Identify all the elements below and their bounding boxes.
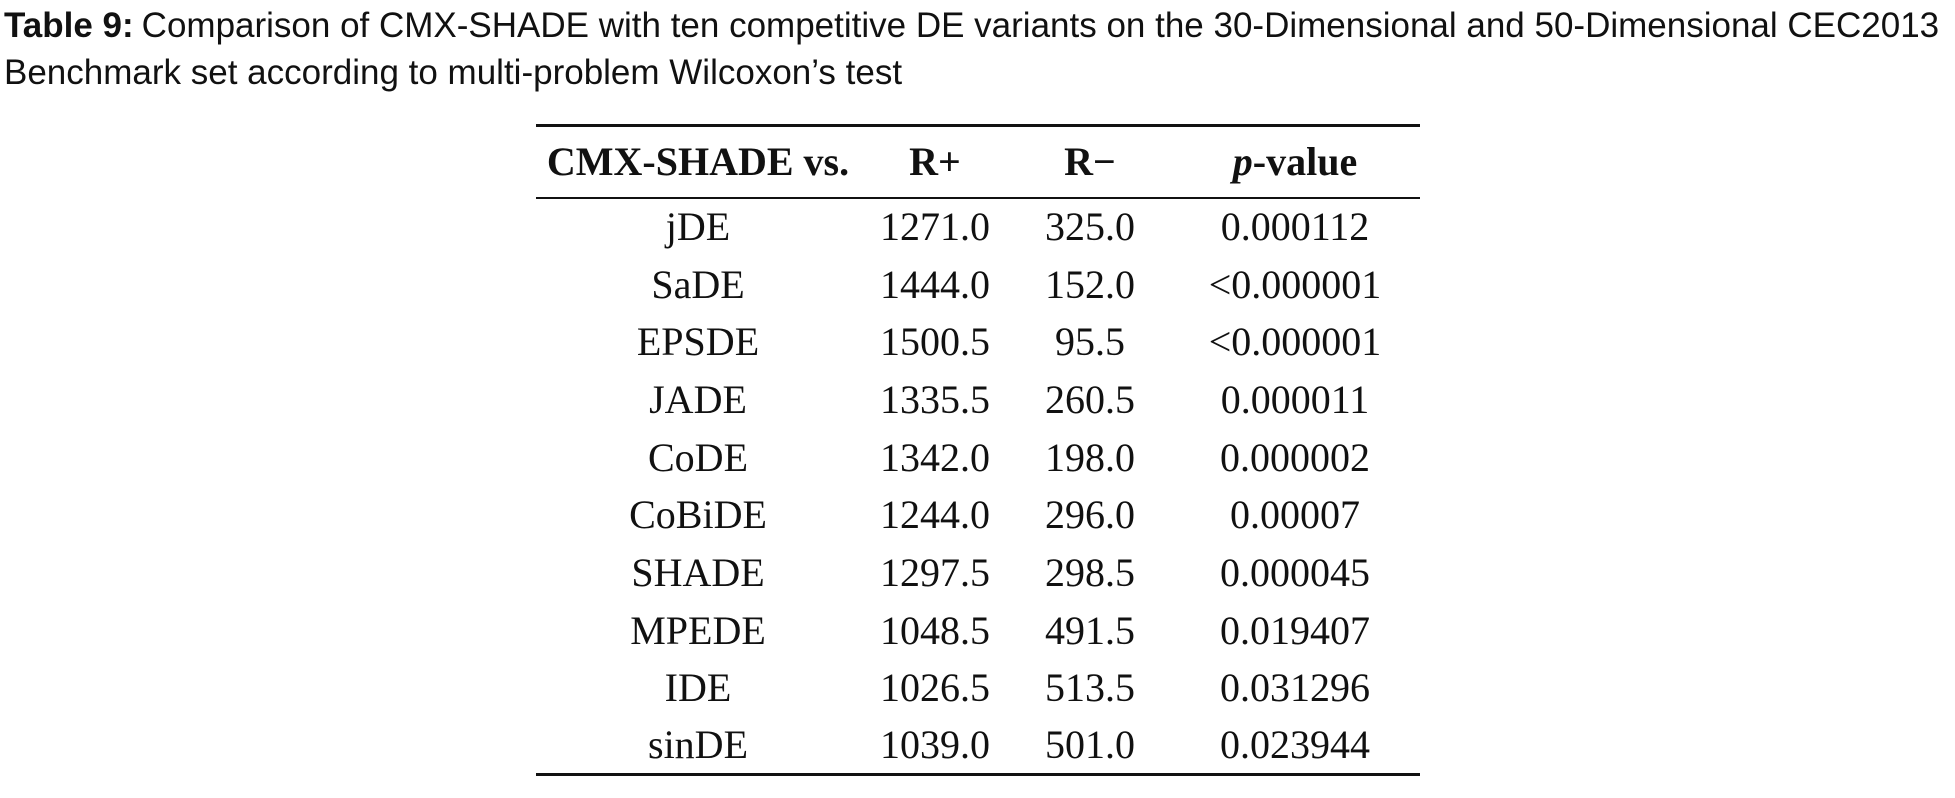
value-cell: 0.031296 <box>1220 665 1370 711</box>
value-cell: 0.000002 <box>1220 434 1370 480</box>
value-cell: <0.000001 <box>1208 261 1382 307</box>
value-cell: 1244.0 <box>880 492 990 538</box>
table-row: IDE 1026.5 513.5 0.031296 <box>536 659 1420 717</box>
value-cell: 325.0 <box>1045 204 1135 250</box>
value-cell: 491.5 <box>1045 607 1135 653</box>
caption-label: Table 9: <box>4 6 134 45</box>
value-cell: 1039.0 <box>880 722 990 768</box>
value-cell: 1500.5 <box>880 319 990 365</box>
value-cell: 296.0 <box>1045 492 1135 538</box>
algorithm-cell: JADE <box>649 376 747 422</box>
value-cell: 1271.0 <box>880 204 990 250</box>
value-cell: 1026.5 <box>880 665 990 711</box>
value-cell: 95.5 <box>1055 319 1125 365</box>
value-cell: 1444.0 <box>880 261 990 307</box>
value-cell: 513.5 <box>1045 665 1135 711</box>
table-row: CoBiDE 1244.0 296.0 0.00007 <box>536 486 1420 544</box>
table-body: jDE 1271.0 325.0 0.000112 SaDE 1444.0 152.0 <0.… <box>536 198 1420 775</box>
column-header: p-value <box>1232 139 1358 185</box>
value-cell: 0.00007 <box>1230 492 1360 538</box>
value-cell: 0.000045 <box>1220 549 1370 595</box>
value-cell: 0.000011 <box>1220 376 1370 422</box>
value-cell: 1342.0 <box>880 434 990 480</box>
column-header: R− <box>1064 139 1116 185</box>
value-cell: 0.019407 <box>1220 607 1370 653</box>
value-cell: 501.0 <box>1045 722 1135 768</box>
algorithm-cell: EPSDE <box>636 319 760 365</box>
table-row: JADE 1335.5 260.5 0.000011 <box>536 371 1420 429</box>
algorithm-cell: SHADE <box>631 549 765 595</box>
header-row: CMX-SHADE vs. R+ R− p-value <box>536 126 1420 198</box>
algorithm-cell: IDE <box>664 665 732 711</box>
table-row: MPEDE 1048.5 491.5 0.019407 <box>536 601 1420 659</box>
table-row: jDE 1271.0 325.0 0.000112 <box>536 198 1420 256</box>
table-header: CMX-SHADE vs. R+ R− p-value <box>536 125 1420 198</box>
table-row: SaDE 1444.0 152.0 <0.000001 <box>536 255 1420 313</box>
algorithm-cell: sinDE <box>648 722 748 768</box>
algorithm-cell: SaDE <box>651 261 745 307</box>
results-table: CMX-SHADE vs. R+ R− p-value jDE 1271.0 325.0 0… <box>536 124 1420 776</box>
algorithm-cell: jDE <box>665 204 731 250</box>
value-cell: 198.0 <box>1045 434 1135 480</box>
table-row: CoDE 1342.0 198.0 0.000002 <box>536 428 1420 486</box>
caption-text: Comparison of CMX-SHADE with ten competi… <box>4 6 1940 92</box>
column-header: CMX-SHADE vs. <box>546 139 850 185</box>
algorithm-cell: MPEDE <box>630 607 766 653</box>
value-cell: 1048.5 <box>880 607 990 653</box>
value-cell: 260.5 <box>1045 376 1135 422</box>
column-header: R+ <box>909 139 961 185</box>
table-caption: Table 9: Comparison of CMX-SHADE with ten… <box>4 2 1949 96</box>
table-row: SHADE 1297.5 298.5 0.000045 <box>536 544 1420 602</box>
algorithm-cell: CoDE <box>648 434 748 480</box>
value-cell: 0.023944 <box>1220 722 1370 768</box>
value-cell: 1297.5 <box>880 549 990 595</box>
value-cell: 0.000112 <box>1220 204 1370 250</box>
value-cell: <0.000001 <box>1208 319 1382 365</box>
value-cell: 298.5 <box>1045 549 1135 595</box>
table-row: sinDE 1039.0 501.0 0.023944 <box>536 717 1420 775</box>
algorithm-cell: CoBiDE <box>629 492 767 538</box>
value-cell: 1335.5 <box>880 376 990 422</box>
value-cell: 152.0 <box>1045 261 1135 307</box>
table-row: EPSDE 1500.5 95.5 <0.000001 <box>536 313 1420 371</box>
